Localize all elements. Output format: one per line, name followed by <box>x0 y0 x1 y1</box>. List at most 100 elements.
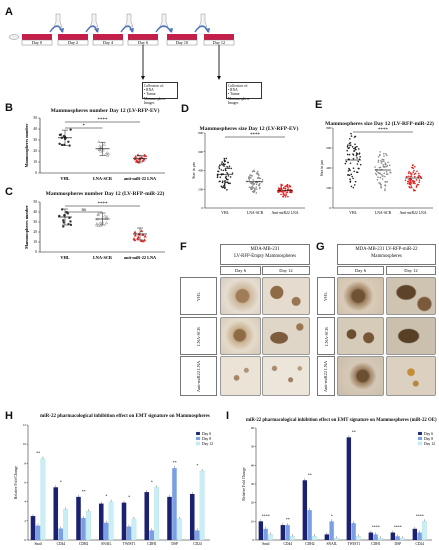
chart-d-dot <box>261 179 264 181</box>
chart-e-dot <box>420 177 423 179</box>
chart-d-dot <box>255 186 258 188</box>
chart-e-dot <box>407 182 409 185</box>
chart-h-legend-swatch <box>195 436 201 441</box>
chart-i-bar <box>268 534 273 541</box>
chart-c-dot <box>98 221 102 225</box>
chart-i-sig-label: ** <box>308 472 312 477</box>
chart-d-dot <box>221 164 224 166</box>
chart-c-dot <box>104 216 109 220</box>
micrograph-g-antimir-d12 <box>386 356 436 396</box>
chart-i-bar <box>290 536 295 541</box>
chart-d-dot <box>227 175 230 177</box>
chart-e-dot <box>412 182 415 185</box>
day-bar <box>93 34 123 40</box>
day-label-box <box>21 39 53 46</box>
chart-d-dot <box>248 186 251 188</box>
chart-d-dot <box>248 179 251 181</box>
chart-e-dot <box>356 171 359 174</box>
chart-e-dot <box>355 154 358 157</box>
chart-d-dot <box>251 185 254 187</box>
chart-d-dot <box>223 159 226 162</box>
chart-i-bar <box>263 528 268 540</box>
chart-d-dot <box>259 186 261 189</box>
chart-h-title: miR-22 pharmacological inhibition effect… <box>40 414 210 419</box>
chart-e-dot <box>383 152 385 155</box>
chart-e-dot <box>345 160 348 163</box>
panel-f-col-day6: Day 6 <box>220 266 261 275</box>
chart-d-dot <box>218 167 221 170</box>
chart-d-dot <box>251 175 253 177</box>
chart-h-bar <box>58 528 63 540</box>
chart-e-dot <box>384 162 387 164</box>
chart-i-x-label: CDH2 <box>305 542 315 546</box>
chart-b-dot <box>58 142 61 145</box>
chart-d-dot <box>285 185 287 188</box>
chart-i-x-label: DSP <box>395 542 402 546</box>
chart-e-dot <box>375 173 378 176</box>
chart-h-legend-swatch <box>195 431 201 436</box>
chart-i-legend-label: Day 12 <box>424 442 435 446</box>
chart-i-legend-swatch <box>417 441 423 446</box>
chart-e-dot <box>349 144 352 146</box>
chart-d-dot <box>226 181 229 183</box>
chart-e-dot <box>356 145 358 148</box>
panel-label-d: D <box>181 103 189 115</box>
chart-d-dot <box>251 170 254 173</box>
day-label-box <box>57 39 89 46</box>
chart-d-dot <box>280 187 283 190</box>
chart-d-dot <box>284 190 287 192</box>
chart-d-dot <box>254 188 256 190</box>
panel-g-row-vhl: VHL <box>317 277 335 315</box>
chart-e-dot <box>354 143 356 146</box>
chart-d-dot <box>255 183 258 186</box>
chart-d-dot <box>252 182 254 184</box>
chart-d-dot <box>227 161 229 164</box>
chart-e-dot <box>350 132 352 135</box>
panel-f-title: MDA-MB-231 LV-RFP-Empty Mammospheres <box>220 244 310 265</box>
chart-c-y-tick-label: 30 <box>33 220 37 224</box>
chart-c-dot <box>95 223 99 227</box>
chart-d-dot <box>226 189 228 191</box>
chart-h-bar <box>81 517 86 540</box>
chart-d-dot <box>224 181 227 184</box>
chart-e-dot <box>385 171 388 173</box>
chart-d-dot <box>257 170 259 173</box>
chart-b-dot <box>105 153 110 157</box>
chart-e-dot <box>377 156 380 158</box>
chart-e-dot <box>410 175 412 178</box>
chart-d-dot <box>228 167 230 169</box>
chart-b-dot <box>102 142 106 146</box>
day-label: Day 2 <box>68 40 78 45</box>
chart-e-dot <box>387 161 389 164</box>
chart-e-dot <box>344 162 347 165</box>
chart-d-dot <box>222 185 225 187</box>
chart-e-dot <box>408 182 411 184</box>
chart-c-dot <box>133 233 137 237</box>
chart-e-dot <box>414 189 416 192</box>
chart-h-sig-label: * <box>128 495 130 500</box>
chart-i-bar <box>334 538 339 541</box>
chart-c-dot <box>142 238 147 242</box>
chart-i-bar <box>395 536 400 540</box>
chart-i-bar <box>258 521 264 540</box>
chart-e-dot <box>352 186 355 189</box>
chart-i-y-tick-label: 30 <box>251 482 255 486</box>
chart-d-sig-label: **** <box>250 133 261 138</box>
chart-i-bar <box>417 532 422 540</box>
chart-e-y-tick-label: 200 <box>326 186 331 190</box>
day-bar <box>22 34 52 40</box>
chart-e-dot <box>413 169 415 172</box>
chart-e-dot <box>377 171 380 174</box>
chart-h-legend-label: Day 6 <box>202 432 211 436</box>
chart-c-x-label: LNA-SCR <box>93 255 113 260</box>
chart-h-x-label: CDH1 <box>147 542 157 546</box>
chart-i-bar <box>378 538 383 541</box>
chart-h-bar <box>35 525 41 540</box>
chart-e-x-label: LNA-SCR <box>375 211 392 215</box>
chart-h-y-tick-label: 8 <box>24 461 26 465</box>
chart-e-dot <box>379 172 382 175</box>
chart-h-bar <box>189 494 195 540</box>
chart-h-sig-label: * <box>60 479 62 484</box>
